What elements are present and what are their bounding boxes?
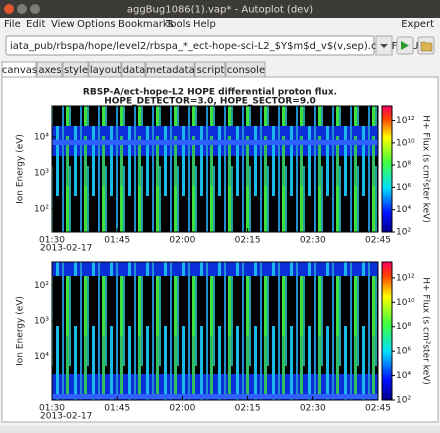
x-tick-label: 02:45 bbox=[365, 236, 391, 246]
spectrogram bbox=[52, 262, 378, 400]
menu-item[interactable]: Bookmarks bbox=[118, 19, 174, 30]
z-tick-label: 10¹⁰ bbox=[396, 298, 415, 308]
x-tick-label: 01:30 bbox=[39, 404, 65, 414]
z-tick-label: 10¹² bbox=[396, 273, 415, 283]
y-tick-label: 10⁴ bbox=[34, 132, 49, 142]
plot-title-line: RBSP-A/ect-hope-L2 HOPE differential pro… bbox=[83, 88, 337, 98]
tab-label[interactable]: metadata bbox=[146, 65, 194, 76]
menu-item[interactable]: View bbox=[51, 19, 75, 30]
z-tick-label: 10⁴ bbox=[396, 205, 411, 215]
tab-label[interactable]: canvas bbox=[2, 65, 37, 76]
x-tick-label: 02:00 bbox=[169, 236, 195, 246]
y-tick-label: 10² bbox=[34, 204, 49, 214]
y-tick-label: 10³ bbox=[34, 316, 49, 326]
z-tick-label: 10⁶ bbox=[396, 347, 411, 357]
tab-label[interactable]: console bbox=[227, 65, 265, 76]
z-axis-label: H+ Flux (s cm²ster keV) bbox=[421, 277, 431, 385]
uri-field[interactable] bbox=[5, 35, 375, 56]
z-tick-label: 10² bbox=[396, 396, 411, 406]
y-tick-label: 10³ bbox=[34, 168, 49, 178]
x-tick-label: 02:00 bbox=[169, 404, 195, 414]
y-tick-label: 10⁴ bbox=[34, 352, 49, 362]
tab-label[interactable]: data bbox=[123, 65, 146, 76]
x-tick-label: 01:45 bbox=[104, 404, 130, 414]
colorbar bbox=[381, 105, 393, 233]
menu-item[interactable]: File bbox=[4, 19, 21, 30]
minimize-button[interactable] bbox=[17, 4, 27, 14]
title-bar bbox=[0, 0, 440, 18]
status-bar bbox=[0, 426, 440, 433]
z-tick-label: 10⁶ bbox=[396, 183, 411, 193]
menu-item[interactable]: Options bbox=[77, 19, 116, 30]
x-date-label: 2013-02-17 bbox=[40, 412, 92, 422]
z-tick-label: 10⁸ bbox=[396, 322, 411, 332]
x-tick-label: 02:15 bbox=[235, 404, 261, 414]
tab-label[interactable]: axes bbox=[38, 65, 61, 76]
y-axis-label: Ion Energy (eV) bbox=[16, 134, 26, 204]
menu-item[interactable]: Help bbox=[193, 19, 216, 30]
y-tick-label: 10² bbox=[34, 281, 49, 291]
menu-item[interactable]: Tools bbox=[165, 19, 191, 30]
plot-frame bbox=[51, 105, 379, 233]
go-icon bbox=[401, 41, 409, 50]
close-button[interactable] bbox=[4, 4, 14, 14]
tab-label[interactable]: style bbox=[64, 65, 88, 76]
dropdown-icon bbox=[380, 44, 388, 48]
z-tick-label: 10⁸ bbox=[396, 161, 411, 171]
z-tick-label: 10¹⁰ bbox=[396, 138, 415, 148]
x-tick-label: 02:45 bbox=[365, 404, 391, 414]
x-tick-label: 01:45 bbox=[104, 236, 130, 246]
x-tick-label: 01:30 bbox=[39, 236, 65, 246]
tab-label[interactable]: script bbox=[197, 65, 225, 76]
x-tick-label: 02:30 bbox=[300, 404, 326, 414]
colorbar bbox=[381, 261, 393, 401]
z-tick-label: 10² bbox=[396, 228, 411, 238]
z-axis-label: H+ Flux (s cm²ster keV) bbox=[421, 115, 431, 223]
x-tick-label: 02:30 bbox=[300, 236, 326, 246]
spectrogram bbox=[52, 106, 378, 232]
z-tick-label: 10¹² bbox=[396, 116, 415, 126]
tab-bar: canvas axes style layout data metadata script c… bbox=[1, 61, 266, 78]
uri-text: iata_pub/rbspa/hope/level2/rbspa_*_ect-h… bbox=[10, 41, 418, 52]
tab-label[interactable]: layout bbox=[90, 65, 121, 76]
folder-icon bbox=[420, 41, 433, 52]
plot-title-line: HOPE_DETECTOR=3.0, HOPE_SECTOR=9.0 bbox=[104, 97, 316, 107]
plot-frame bbox=[51, 261, 379, 401]
mode-label[interactable]: Expert bbox=[401, 19, 434, 30]
menu-item[interactable]: Edit bbox=[26, 19, 45, 30]
maximize-button[interactable] bbox=[30, 4, 40, 14]
x-date-label: 2013-02-17 bbox=[40, 244, 92, 254]
x-tick-label: 02:15 bbox=[235, 236, 261, 246]
z-tick-label: 10⁴ bbox=[396, 371, 411, 381]
y-axis-label: Ion Energy (eV) bbox=[16, 296, 26, 366]
window-title: aggBug1086(1).vap* - Autoplot (dev) bbox=[127, 5, 313, 16]
